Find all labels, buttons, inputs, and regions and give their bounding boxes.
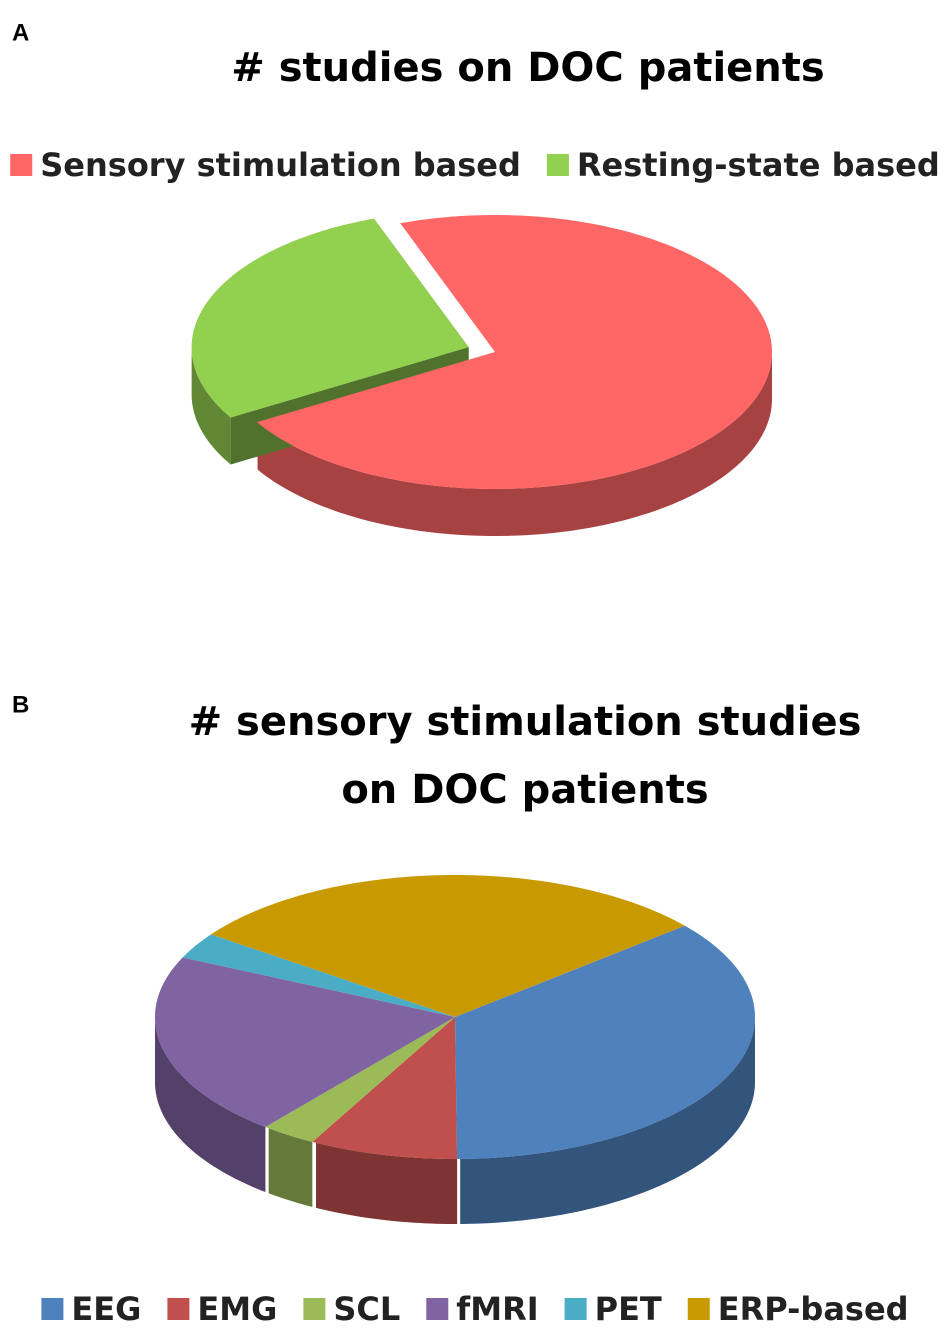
slice — [455, 925, 755, 1159]
slice-side — [155, 1018, 266, 1193]
slice-side-shade — [155, 1018, 266, 1193]
legend-label: EEG — [71, 1290, 141, 1328]
slice — [211, 875, 685, 1017]
legend-swatch — [687, 1298, 710, 1320]
panel-label: B — [12, 691, 29, 718]
slice — [312, 1017, 458, 1159]
legend-swatch — [303, 1298, 326, 1320]
legend-swatch — [546, 154, 569, 176]
slice-side-shade — [460, 1017, 755, 1224]
legend-label: PET — [595, 1290, 662, 1328]
legend-label: EMG — [197, 1290, 277, 1328]
slice-side — [257, 352, 772, 536]
chart-title: # studies on DOC patients — [231, 45, 824, 91]
legend-label: fMRI — [456, 1290, 538, 1328]
legend-swatch — [167, 1298, 190, 1320]
slice-side — [191, 349, 231, 465]
legend-swatch — [564, 1298, 587, 1320]
slice — [182, 934, 456, 1017]
legend-label: Resting-state based — [577, 146, 940, 184]
legend-swatch — [10, 154, 33, 176]
legend-swatch — [426, 1298, 449, 1320]
legend-label: SCL — [333, 1290, 400, 1328]
slice-side — [460, 1017, 755, 1224]
legend-swatch — [41, 1298, 64, 1320]
slice-side — [316, 1142, 458, 1224]
chart-title: on DOC patients — [341, 767, 708, 813]
panel-label: A — [12, 19, 29, 46]
legend-label: ERP-based — [718, 1290, 909, 1328]
slice-side-shade — [257, 352, 772, 536]
legend: Sensory stimulation based Resting-state b… — [10, 146, 940, 184]
slice — [155, 957, 455, 1128]
legend-label: Sensory stimulation based — [40, 146, 521, 184]
slice — [257, 215, 772, 489]
slice — [265, 1017, 455, 1142]
slice-side-shade — [268, 1128, 313, 1207]
slice-side-shade — [316, 1142, 458, 1224]
slice — [191, 218, 469, 418]
slice-side — [268, 1128, 313, 1207]
chart-title: # sensory stimulation studies — [189, 699, 862, 745]
legend: EEG EMG SCL fMRI PET ERP-based — [41, 1290, 909, 1328]
slice-side-shade — [191, 349, 231, 465]
